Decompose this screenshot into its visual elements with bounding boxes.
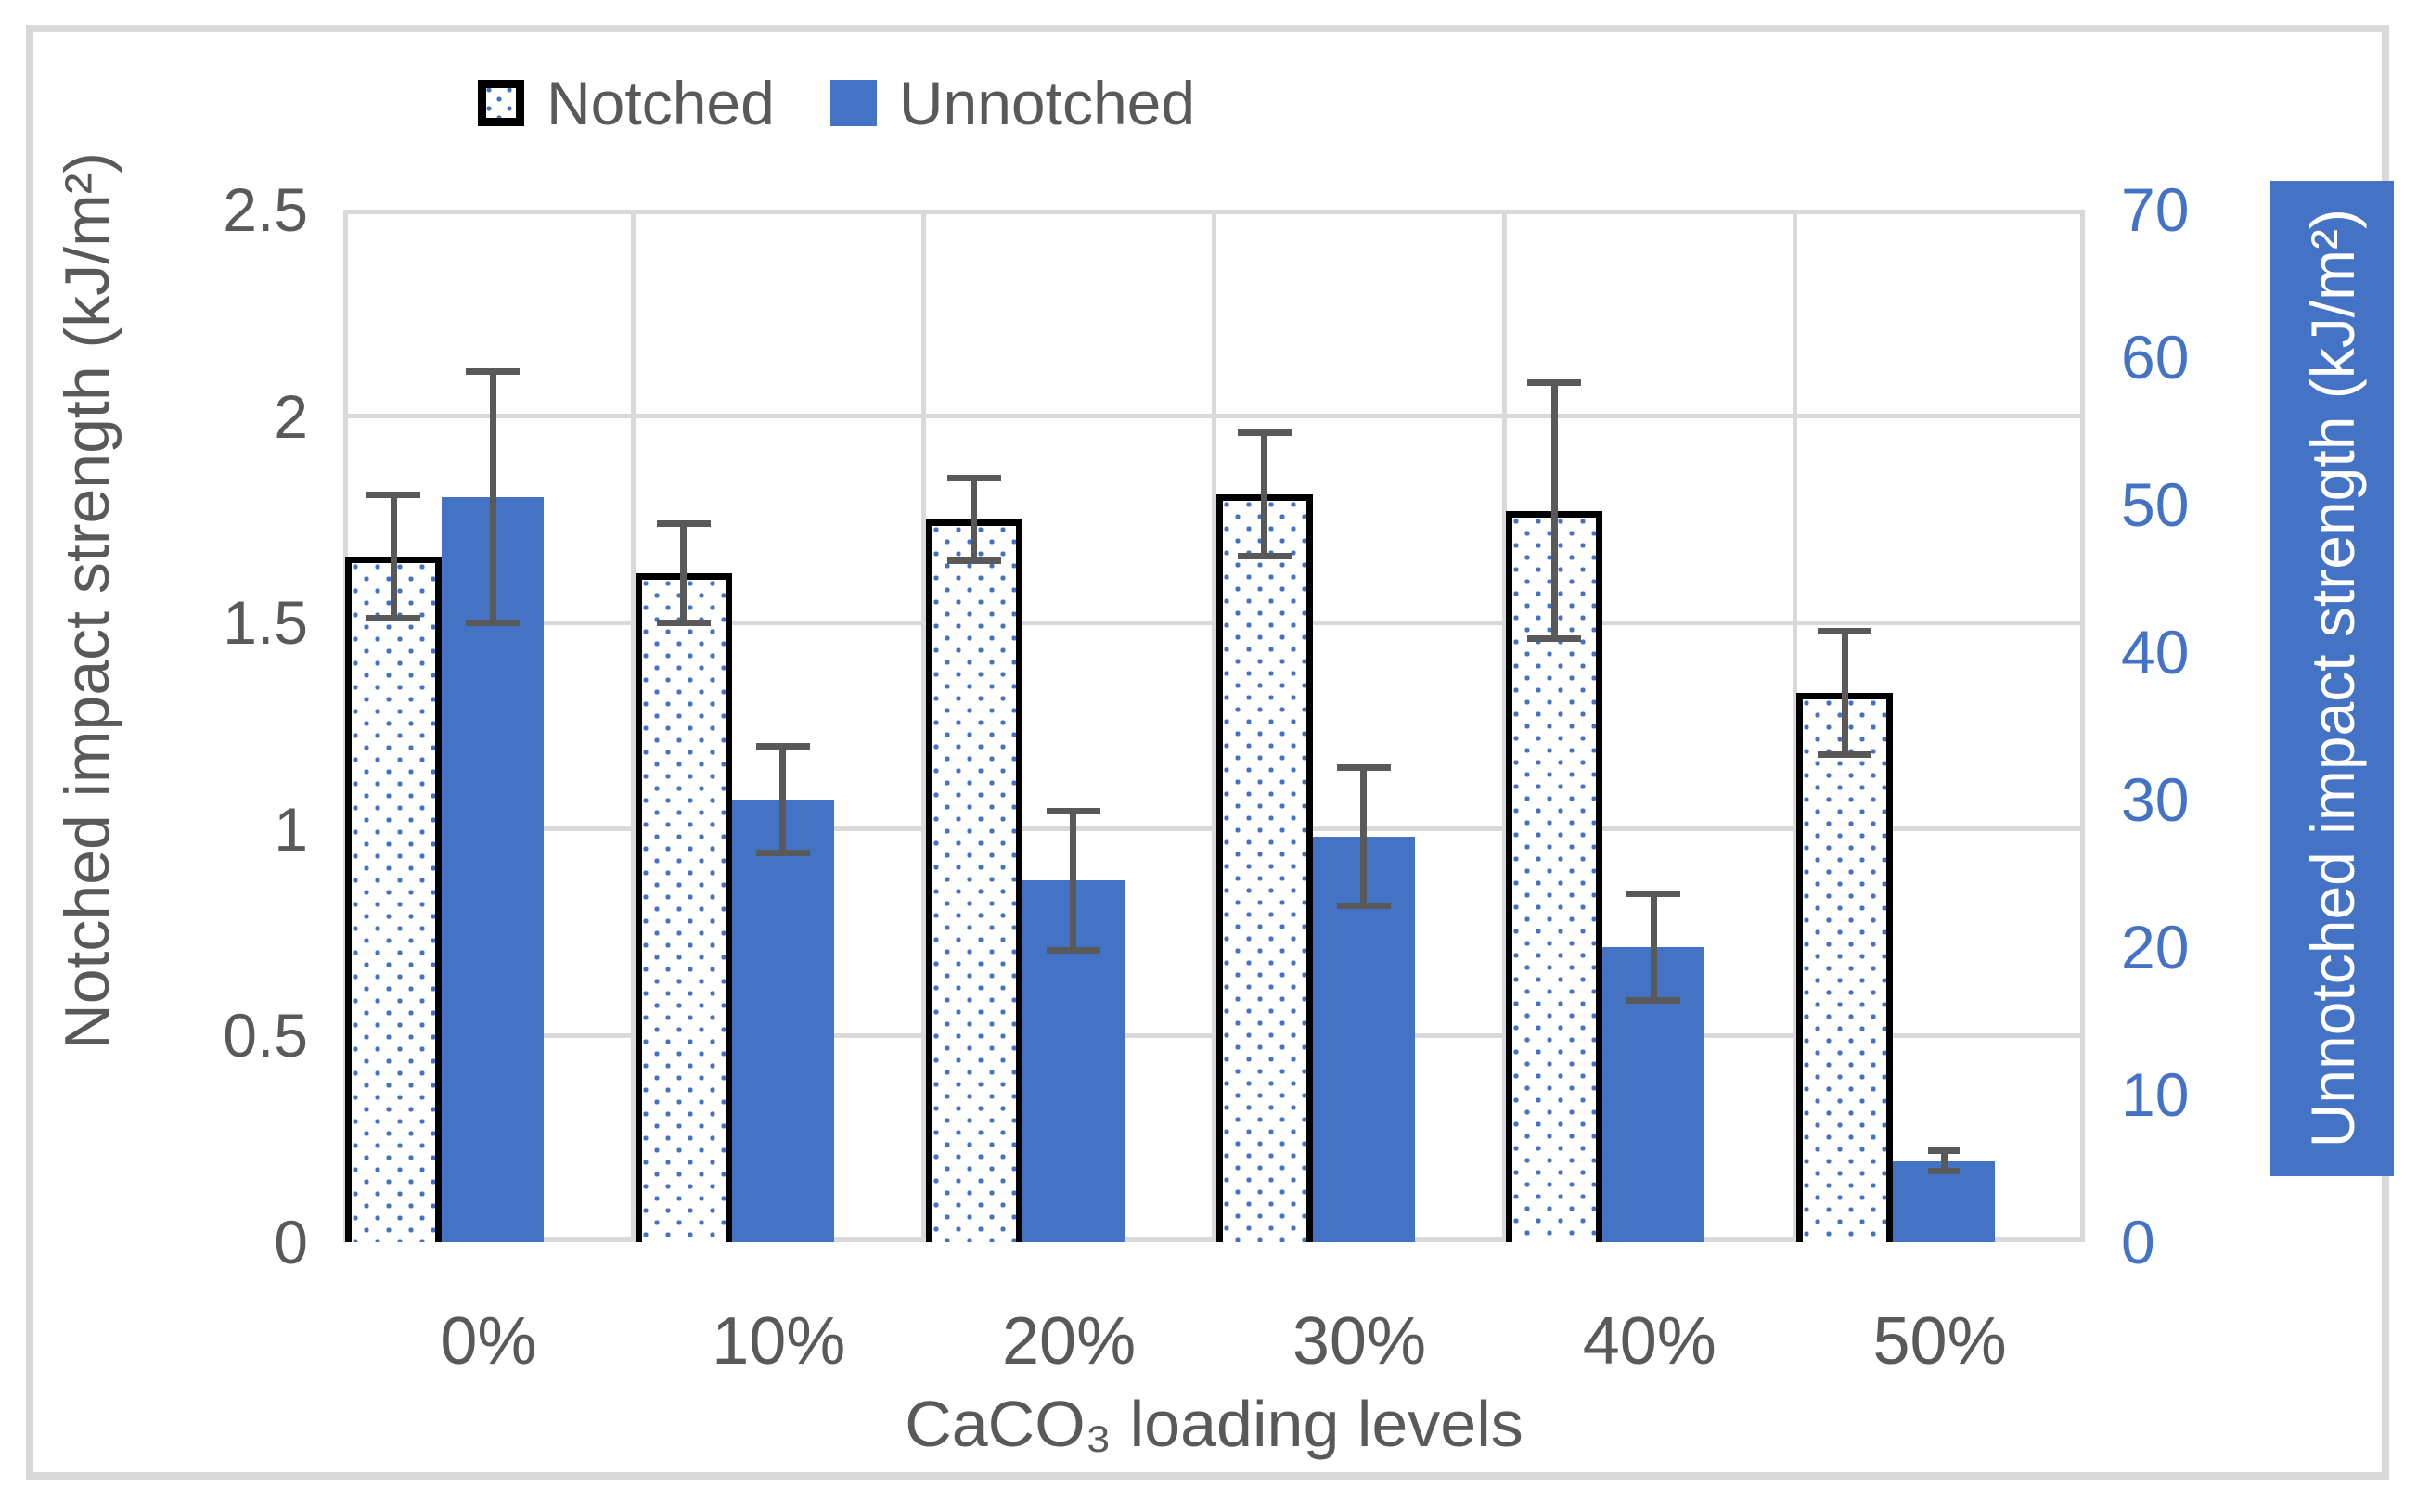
notched-error-bar [1237, 429, 1292, 560]
unnotched-error-bar [1336, 763, 1391, 909]
vertical-gridline [1212, 210, 1216, 1242]
error-stem [1070, 811, 1077, 951]
error-stem [1261, 431, 1267, 557]
error-stem [971, 477, 978, 561]
x-tick-label: 40% [1582, 1304, 1716, 1378]
error-stem [1841, 630, 1848, 756]
error-stem [680, 522, 688, 623]
vertical-gridline [2080, 210, 2085, 1242]
left-tick-label: 1 [274, 794, 308, 864]
left-axis-ticks: 2.5 2 1.5 1 0.5 0 [56, 175, 308, 1276]
notched-bar [345, 556, 442, 1242]
error-stem [489, 371, 496, 623]
error-stem [1650, 893, 1657, 1001]
unnotched-error-bar [1046, 808, 1100, 954]
unnotched-error-bar [1626, 891, 1681, 1004]
unnotched-bar [731, 800, 834, 1242]
x-tick-label: 30% [1292, 1304, 1426, 1378]
unnotched-error-bar [466, 368, 520, 626]
left-tick-label: 2 [274, 381, 308, 451]
notched-bar [925, 519, 1022, 1242]
legend-label-unnotched: Unnotched [898, 69, 1196, 137]
notched-bar [1215, 494, 1313, 1242]
x-axis-labels: 0% 10% 20% 30% 40% 50% [343, 1299, 2085, 1384]
unnotched-swatch-icon [829, 80, 877, 126]
vertical-gridline [1501, 210, 1507, 1242]
right-tick-label: 0 [2121, 1208, 2155, 1276]
left-tick-label: 2.5 [223, 175, 308, 244]
vertical-gridline [921, 210, 927, 1242]
right-tick-label: 50 [2121, 470, 2190, 539]
right-axis-title: Unnotched impact strength (kJ/m²) [2270, 181, 2394, 1176]
notched-error-bar [656, 519, 711, 626]
right-axis-ticks: 70 60 50 40 30 20 10 0 [2121, 175, 2260, 1276]
right-tick-label: 70 [2121, 175, 2190, 244]
notched-error-bar [1818, 627, 1872, 759]
x-tick-label: 20% [1002, 1304, 1137, 1378]
x-tick-label: 0% [440, 1304, 537, 1378]
legend-item-notched: Notched [478, 72, 775, 134]
right-tick-label: 30 [2121, 765, 2190, 834]
left-tick-label: 0.5 [223, 1001, 308, 1070]
x-axis-title: CaCO₃ loading levels [905, 1388, 1524, 1460]
right-tick-label: 20 [2121, 913, 2190, 981]
notched-error-bar [1527, 379, 1582, 643]
left-tick-label: 1.5 [223, 588, 308, 658]
unnotched-error-bar [1928, 1147, 1961, 1175]
error-stem [1550, 382, 1558, 640]
notched-bar [635, 572, 732, 1242]
error-stem [390, 493, 397, 620]
error-stem [1940, 1149, 1948, 1172]
right-tick-label: 60 [2121, 323, 2190, 391]
legend-label-notched: Notched [546, 69, 775, 137]
x-tick-label: 10% [712, 1304, 846, 1378]
vertical-gridline [1792, 210, 1797, 1242]
right-tick-label: 10 [2121, 1060, 2190, 1129]
plot-area [343, 210, 2085, 1242]
notched-swatch-icon [478, 80, 524, 126]
error-stem [779, 746, 787, 853]
vertical-gridline [631, 210, 636, 1242]
notched-error-bar [946, 474, 1001, 564]
unnotched-error-bar [755, 743, 810, 856]
notched-bar [1796, 692, 1894, 1242]
error-stem [1360, 766, 1367, 906]
right-tick-label: 40 [2121, 618, 2190, 686]
left-tick-label: 0 [274, 1208, 308, 1276]
legend-item-unnotched: Unnotched [829, 69, 1196, 137]
notched-error-bar [366, 491, 420, 622]
x-tick-label: 50% [1872, 1304, 2007, 1378]
legend: Notched Unnotched [478, 72, 1195, 134]
